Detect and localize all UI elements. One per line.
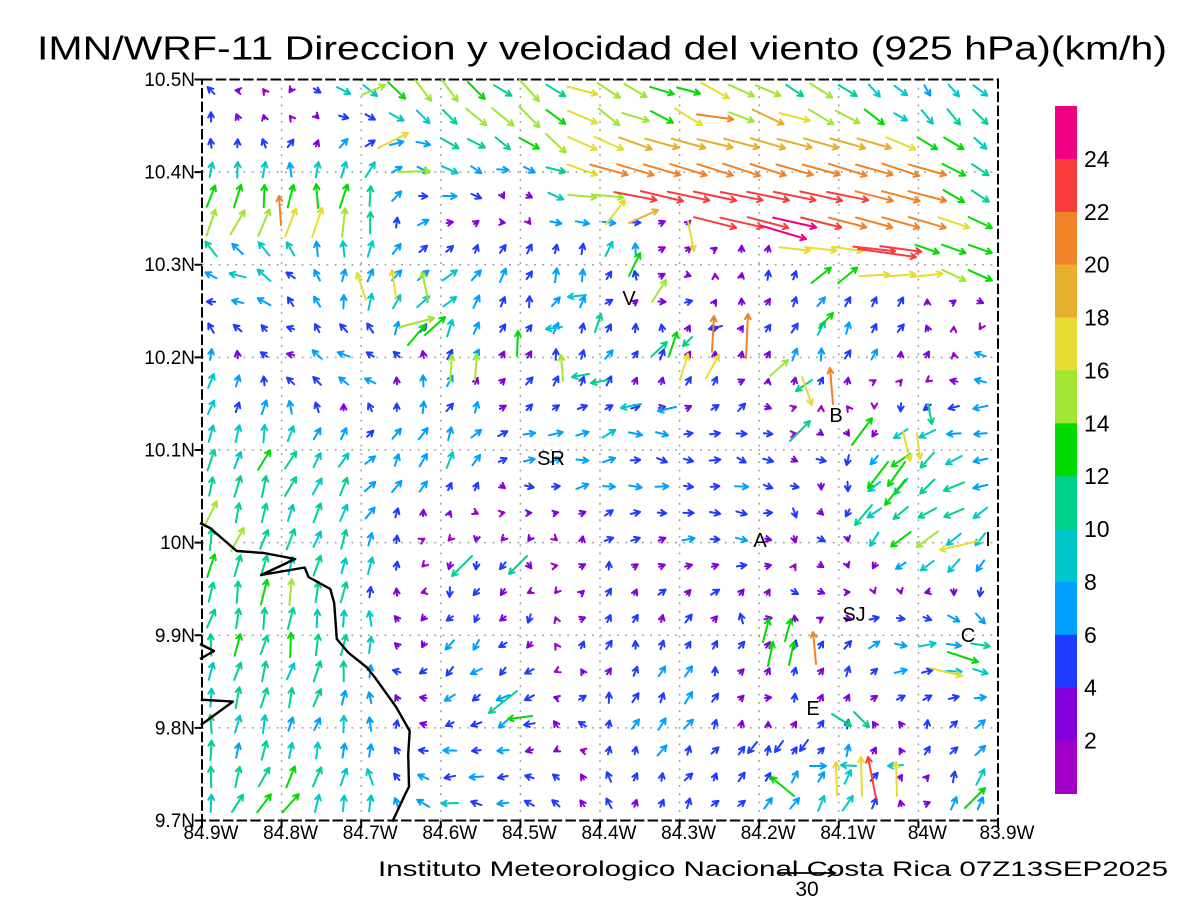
- svg-text:84.1W: 84.1W: [820, 823, 875, 844]
- svg-text:18: 18: [1084, 305, 1110, 331]
- svg-text:84.4W: 84.4W: [582, 823, 637, 844]
- svg-text:84.8W: 84.8W: [263, 823, 318, 844]
- svg-text:10.2N: 10.2N: [144, 348, 195, 369]
- svg-text:84.6W: 84.6W: [422, 823, 477, 844]
- svg-text:Instituto Meteorologico Nacion: Instituto Meteorologico Nacional Costa R…: [378, 858, 1168, 881]
- svg-text:I: I: [985, 529, 991, 551]
- svg-text:10.1N: 10.1N: [144, 441, 195, 462]
- svg-text:9.9N: 9.9N: [155, 626, 195, 647]
- svg-text:84.3W: 84.3W: [661, 823, 716, 844]
- svg-text:8: 8: [1084, 569, 1097, 595]
- svg-text:24: 24: [1084, 146, 1110, 172]
- svg-text:V: V: [622, 288, 636, 310]
- svg-text:4: 4: [1084, 675, 1097, 701]
- svg-text:83.9W: 83.9W: [980, 823, 1035, 844]
- svg-text:84.7W: 84.7W: [343, 823, 398, 844]
- svg-text:6: 6: [1084, 622, 1097, 648]
- svg-text:84W: 84W: [908, 823, 947, 844]
- svg-text:IMN/WRF-11 Direccion y velocid: IMN/WRF-11 Direccion y velocidad del vie…: [37, 30, 1167, 67]
- svg-text:84.9W: 84.9W: [184, 823, 239, 844]
- svg-text:A: A: [753, 530, 767, 552]
- svg-text:SR: SR: [537, 448, 565, 470]
- svg-text:C: C: [961, 625, 975, 647]
- svg-text:30: 30: [795, 878, 818, 900]
- svg-text:9.7N: 9.7N: [155, 811, 195, 832]
- svg-text:B: B: [829, 405, 842, 427]
- svg-text:14: 14: [1084, 410, 1110, 436]
- svg-text:E: E: [806, 698, 819, 720]
- svg-text:22: 22: [1084, 199, 1110, 225]
- svg-text:10.5N: 10.5N: [144, 70, 195, 91]
- svg-text:10N: 10N: [160, 533, 195, 554]
- svg-text:16: 16: [1084, 357, 1110, 383]
- svg-text:10.3N: 10.3N: [144, 255, 195, 276]
- svg-text:84.2W: 84.2W: [741, 823, 796, 844]
- svg-text:20: 20: [1084, 252, 1110, 278]
- svg-text:84.5W: 84.5W: [502, 823, 557, 844]
- svg-text:SJ: SJ: [842, 604, 865, 626]
- svg-text:12: 12: [1084, 463, 1110, 489]
- svg-text:2: 2: [1084, 728, 1097, 754]
- svg-text:9.8N: 9.8N: [155, 718, 195, 739]
- svg-text:10.4N: 10.4N: [144, 163, 195, 184]
- svg-text:10: 10: [1084, 516, 1110, 542]
